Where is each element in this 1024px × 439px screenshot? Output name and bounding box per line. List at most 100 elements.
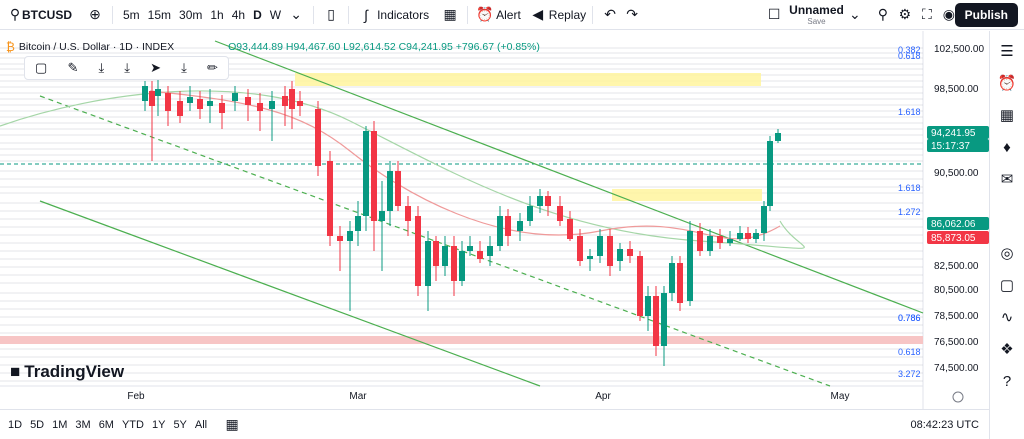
chevron-down-icon[interactable]: ⌄: [848, 6, 861, 22]
range-5Y[interactable]: 5Y: [173, 418, 187, 431]
fullscreen-icon[interactable]: ⛶: [921, 6, 932, 22]
chevron-down-icon[interactable]: ⌄: [290, 6, 302, 22]
layout-status: Save: [807, 17, 826, 26]
candle-body: [737, 233, 743, 239]
price-chart[interactable]: 102,500.00 98,500.00 90,500.00 82,500.00 80,…: [0, 31, 989, 409]
alarm-icon[interactable]: ⏰: [997, 75, 1017, 92]
chart-area[interactable]: 102,500.00 98,500.00 90,500.00 82,500.00 80,…: [0, 31, 989, 409]
candle-body: [451, 246, 457, 281]
select-icon[interactable]: ▢: [35, 60, 48, 75]
brush-icon[interactable]: ✎: [67, 60, 79, 75]
publish-button[interactable]: Publish: [954, 3, 1018, 27]
time-tick-label: Mar: [349, 391, 367, 402]
watchlist-icon[interactable]: ☰: [1000, 43, 1014, 60]
interval-W[interactable]: W: [269, 7, 282, 22]
time-tick-label: May: [831, 391, 850, 402]
axis-settings-icon: [952, 391, 964, 403]
calendar-icon[interactable]: ▢: [999, 277, 1015, 294]
candle-body: [627, 249, 633, 256]
drawing-toolbar: ▢ ✎ ⤓ ⤓ ➤ ⤓ ✏: [24, 56, 229, 80]
legend: ₿ Bitcoin / U.S. Dollar · 1D · INDEX O93…: [6, 40, 540, 54]
range-All[interactable]: All: [194, 418, 208, 431]
interval-1h[interactable]: 1h: [210, 7, 224, 22]
quick-search-icon[interactable]: ⚲: [877, 6, 888, 22]
interval-4h[interactable]: 4h: [231, 7, 246, 22]
candle-body: [505, 216, 511, 236]
range-5D[interactable]: 5D: [30, 418, 45, 431]
candle-body: [425, 241, 431, 286]
candle-body: [177, 101, 183, 116]
channel-top: [214, 40, 924, 314]
candle-body: [497, 216, 503, 246]
fib-label: 1.272: [898, 207, 921, 217]
indicators-icon[interactable]: ∫: [364, 6, 368, 23]
search-icon[interactable]: ⚲: [9, 6, 21, 22]
candle-body: [347, 231, 353, 241]
data-window-icon[interactable]: ▦: [999, 107, 1015, 124]
candle-body: [297, 101, 303, 106]
candle-body: [687, 231, 693, 301]
replay-icon[interactable]: ◀: [532, 6, 544, 22]
candle-body: [197, 99, 203, 109]
price-tick-label: 80,500.00: [934, 285, 979, 296]
clock[interactable]: 08:42:23 UTC: [910, 418, 979, 431]
interval-5m[interactable]: 5m: [123, 7, 140, 22]
range-1Y[interactable]: 1Y: [151, 418, 166, 431]
layers-icon[interactable]: ♦: [1003, 138, 1011, 156]
range-YTD[interactable]: YTD: [121, 418, 144, 431]
templates-icon[interactable]: ▦: [443, 6, 457, 22]
layout-name-block[interactable]: Unnamed Save: [789, 3, 844, 26]
time-tick-label: Feb: [127, 391, 145, 402]
fib-label: 0.786: [898, 313, 921, 323]
candle-body: [165, 93, 171, 111]
candle-body: [433, 241, 439, 266]
fib-label: 0.786: [898, 313, 921, 323]
fib-label: 1.618: [898, 183, 921, 193]
target-icon[interactable]: ◎: [1000, 245, 1014, 262]
candle-body: [387, 171, 393, 211]
line-icon[interactable]: ⤓: [181, 60, 187, 75]
range-1D[interactable]: 1D: [8, 418, 23, 431]
redo-icon[interactable]: ↷: [626, 6, 639, 22]
interval-15m[interactable]: 15m: [147, 7, 172, 22]
candle-body: [745, 233, 751, 239]
candle-body: [645, 296, 651, 316]
broadcast-icon[interactable]: ❖: [1000, 341, 1014, 358]
candle-body: [761, 206, 767, 233]
candle-body: [567, 219, 573, 239]
cursor-icon[interactable]: ➤: [150, 60, 162, 75]
price-tick-label: 78,500.00: [934, 311, 979, 322]
range-1M[interactable]: 1M: [52, 418, 68, 431]
help-icon[interactable]: ?: [1002, 372, 1012, 390]
alert-button[interactable]: Alert: [496, 7, 521, 22]
fib-label: 3.272: [898, 369, 921, 379]
pencil-icon[interactable]: ✏: [206, 60, 218, 75]
alert-icon[interactable]: ⏰: [476, 6, 494, 22]
layout-checkbox-icon[interactable]: ☐: [767, 6, 781, 22]
settings-icon[interactable]: ⚙: [898, 6, 912, 22]
chat-icon[interactable]: ✉: [1000, 171, 1014, 188]
replay-button[interactable]: Replay: [548, 7, 587, 22]
symbol-name[interactable]: BTCUSD: [22, 7, 72, 22]
price-tag-2: 86,062.06: [931, 219, 976, 230]
interval-D[interactable]: D: [253, 7, 262, 22]
calendar-range-icon[interactable]: ▦: [225, 416, 239, 432]
ray-icon[interactable]: ⤓: [124, 60, 131, 75]
candles-icon[interactable]: ▯: [327, 6, 335, 22]
undo-icon[interactable]: ↶: [604, 6, 617, 22]
current-price-tag: 94,241.95: [931, 128, 976, 139]
candle-body: [487, 246, 493, 256]
trendline-icon[interactable]: ⤓: [98, 60, 105, 75]
time-tick-label: Apr: [595, 391, 611, 402]
interval-30m[interactable]: 30m: [179, 7, 203, 22]
indicators-button[interactable]: Indicators: [377, 7, 430, 22]
bottom-toolbar: 1D 5D 1M 3M 6M YTD 1Y 5Y All ▦ 08:42:23 UTC: [0, 409, 989, 439]
price-tag-3-bg: [927, 231, 989, 244]
snapshot-icon[interactable]: ◉: [942, 6, 955, 22]
range-6M[interactable]: 6M: [98, 418, 114, 431]
range-3M[interactable]: 3M: [75, 418, 91, 431]
pulse-icon[interactable]: ∿: [1000, 309, 1014, 326]
add-symbol-icon[interactable]: ⊕: [89, 6, 101, 22]
candle-body: [537, 196, 543, 206]
price-tick-label: 98,500.00: [934, 84, 979, 95]
